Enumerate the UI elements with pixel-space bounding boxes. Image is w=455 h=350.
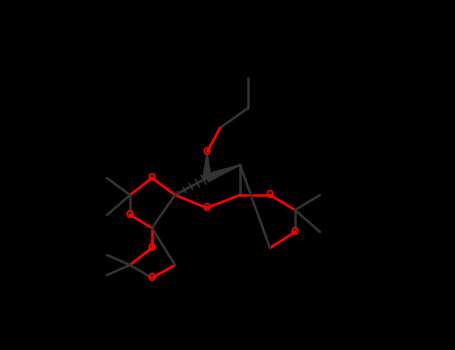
Text: O: O xyxy=(203,147,211,157)
Text: O: O xyxy=(291,227,299,237)
Polygon shape xyxy=(203,152,211,178)
Text: O: O xyxy=(203,203,211,213)
Text: O: O xyxy=(148,173,156,183)
Polygon shape xyxy=(206,165,240,182)
Text: O: O xyxy=(148,273,156,283)
Text: O: O xyxy=(148,243,156,253)
Text: O: O xyxy=(126,210,134,220)
Text: O: O xyxy=(266,190,274,200)
